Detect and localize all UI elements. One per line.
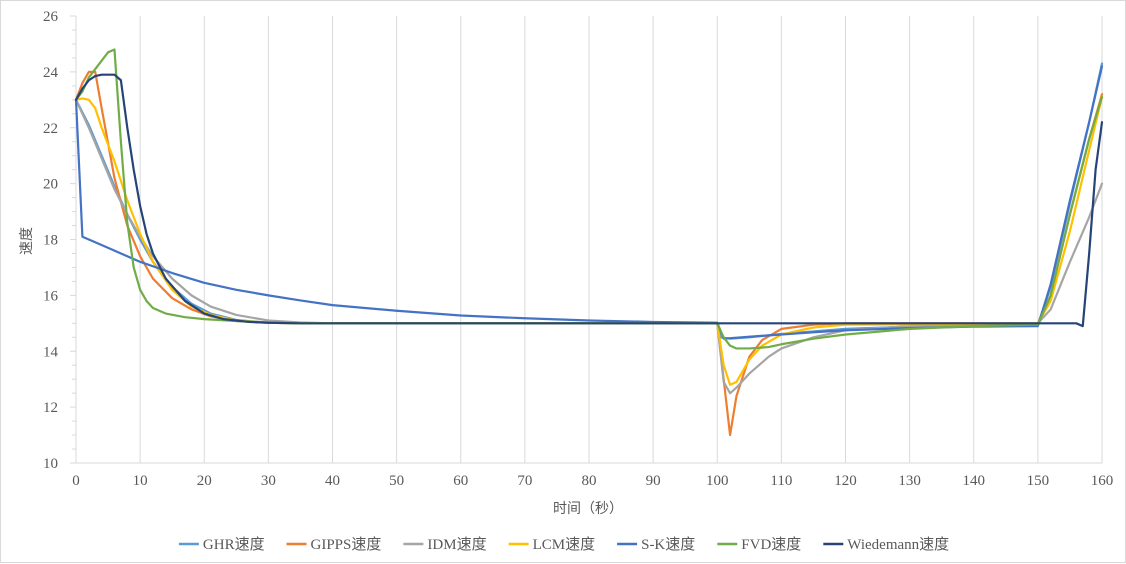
x-tick-label: 10 — [133, 473, 148, 489]
x-tick-label: 120 — [834, 473, 857, 489]
y-tick-label: 24 — [43, 65, 59, 81]
y-tick-label: 26 — [43, 9, 59, 25]
x-tick-label: 100 — [706, 473, 729, 489]
legend-item: LCM速度 — [508, 536, 596, 553]
x-tick-label: 60 — [453, 473, 468, 489]
y-tick-label: 16 — [43, 288, 59, 304]
series-line-6 — [74, 73, 1104, 328]
legend-label: LCM速度 — [533, 536, 596, 553]
legend-label: GHR速度 — [203, 536, 265, 553]
x-tick-label: 80 — [582, 473, 597, 489]
legend-label: Wiedemann速度 — [847, 536, 949, 553]
x-tick-label: 0 — [72, 473, 80, 489]
y-tick-label: 14 — [43, 344, 59, 360]
x-tick-label: 30 — [261, 473, 276, 489]
x-tick-label: 70 — [517, 473, 532, 489]
legend-item: S-K速度 — [617, 536, 695, 553]
y-tick-label: 18 — [43, 233, 58, 249]
legend: GHR速度 GIPPS速度 IDM速度 LCM速度 S-K速度 FVD速度 Wiedeman… — [178, 536, 949, 553]
axes — [70, 15, 1102, 464]
x-tick-label: 140 — [963, 473, 986, 489]
legend-item: FVD速度 — [717, 536, 801, 553]
series-lines — [74, 48, 1104, 437]
legend-label: IDM速度 — [427, 536, 486, 553]
y-tick-label: 10 — [43, 456, 58, 472]
legend-label: FVD速度 — [741, 536, 801, 553]
x-tick-label: 50 — [389, 473, 404, 489]
grid-lines — [139, 16, 1103, 463]
x-tick-label: 160 — [1091, 473, 1114, 489]
x-tick-label: 90 — [646, 473, 661, 489]
y-tick-label: 20 — [43, 177, 58, 193]
legend-label: S-K速度 — [641, 536, 695, 553]
x-tick-label: 150 — [1027, 473, 1050, 489]
x-tick-label: 130 — [898, 473, 921, 489]
legend-item: Wiedemann速度 — [823, 536, 949, 553]
y-tick-label: 22 — [43, 121, 58, 137]
legend-label: GIPPS速度 — [311, 536, 382, 553]
legend-item: GHR速度 — [178, 536, 265, 553]
x-tick-label: 40 — [325, 473, 340, 489]
x-tick-label: 110 — [770, 473, 792, 489]
legend-item: IDM速度 — [403, 536, 487, 553]
y-tick-label: 12 — [43, 400, 58, 416]
tick-labels: 0 10 20 30 40 50 60 70 80 90 100 110 120 130 140 150 160… — [43, 9, 1113, 489]
x-axis-title: 时间（秒） — [553, 501, 623, 517]
y-axis-title: 速度 — [19, 227, 35, 255]
x-tick-label: 20 — [197, 473, 212, 489]
legend-item: GIPPS速度 — [286, 536, 382, 553]
